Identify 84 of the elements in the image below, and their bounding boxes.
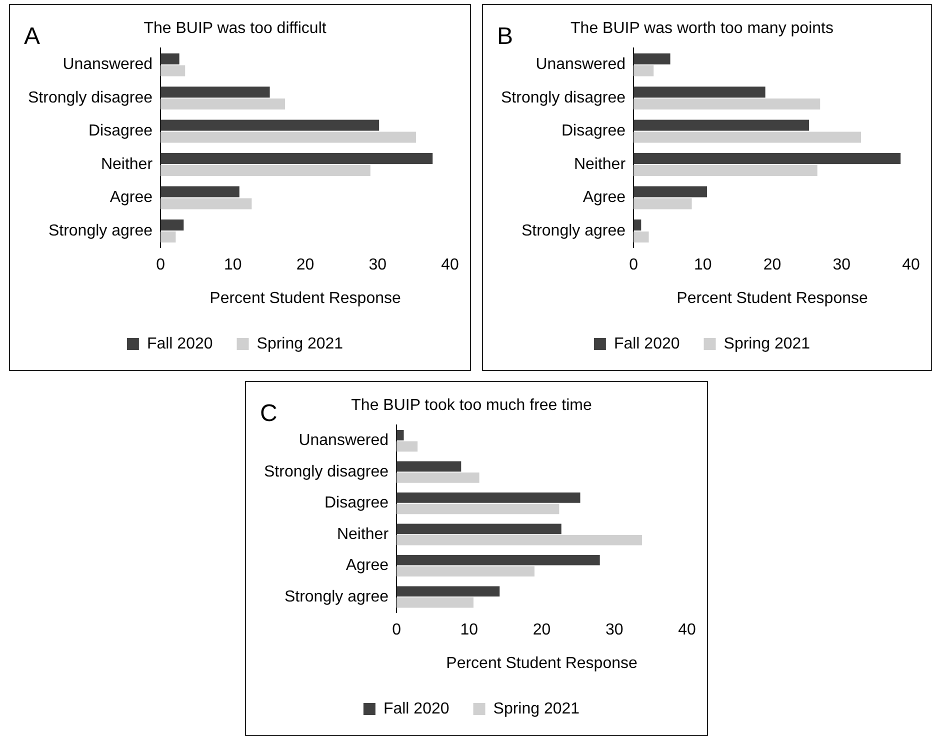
text: A [24, 23, 40, 51]
bar [160, 120, 380, 131]
bar [160, 153, 433, 164]
x-tick-label: 40 [441, 256, 459, 274]
bar [634, 164, 818, 176]
bar [634, 132, 862, 143]
y-tick-label: Disagree [561, 122, 626, 140]
bar [396, 492, 580, 503]
y-tick-label: Strongly agree [521, 222, 626, 240]
bar [160, 86, 270, 98]
y-tick-label: Neither [336, 526, 390, 543]
y-tick-label: Agree [582, 189, 626, 206]
x-tick-label: 10 [224, 256, 242, 274]
bar [160, 198, 252, 210]
bar [634, 186, 708, 198]
bar [634, 53, 670, 64]
x-tick-label: 40 [678, 622, 696, 639]
bar [634, 86, 766, 98]
bar [160, 132, 416, 143]
legend-label: Spring 2021 [724, 335, 810, 352]
bar [160, 220, 184, 231]
x-tick-label: 10 [460, 622, 478, 639]
bar [634, 65, 654, 76]
legend-label: Spring 2021 [493, 700, 580, 718]
y-tick-label: Disagree [324, 494, 389, 512]
legend-label: Spring 2021 [256, 335, 344, 352]
bar [634, 98, 820, 110]
y-tick-label: Agree [110, 189, 153, 206]
bar [396, 504, 560, 514]
bar [634, 220, 642, 231]
x-tick-label: 20 [296, 256, 314, 274]
bar [396, 441, 418, 452]
bar [396, 586, 500, 597]
bar [634, 198, 692, 210]
legend-label: Fall 2020 [614, 335, 680, 352]
y-tick-label: Unanswered [62, 56, 153, 74]
bar [160, 164, 370, 176]
bar [396, 597, 474, 608]
y-tick-label: Strongly disagree [28, 89, 153, 106]
bar [160, 65, 186, 76]
legend-label: Fall 2020 [146, 335, 213, 352]
chart-title: The BUIP took too much free time [351, 397, 592, 414]
x-tick-label: 20 [532, 622, 551, 639]
bar [396, 554, 600, 566]
y-tick-label: Neither [100, 156, 154, 173]
x-axis-title: Percent Student Response [446, 654, 638, 672]
bar [396, 566, 534, 577]
bar [634, 153, 901, 164]
bar [634, 231, 649, 242]
y-tick-label: Unanswered [298, 432, 389, 450]
y-tick-label: Unanswered [536, 56, 626, 74]
y-tick-label: Neither [574, 156, 626, 173]
bar [160, 53, 180, 64]
bar [634, 120, 810, 131]
y-tick-label: Disagree [88, 122, 153, 140]
chart-title: The BUIP was worth too many points [570, 20, 834, 38]
x-axis-title: Percent Student Response [210, 290, 401, 307]
x-tick-label: 0 [392, 622, 402, 639]
text: C [260, 400, 278, 428]
x-tick-label: 0 [629, 256, 638, 274]
y-tick-label: Strongly agree [48, 222, 153, 240]
bar [160, 231, 176, 242]
y-tick-label: Strongly disagree [501, 89, 626, 106]
x-tick-label: 30 [368, 256, 387, 274]
bar [396, 472, 480, 483]
y-tick-label: Strongly disagree [264, 463, 389, 480]
bar [160, 98, 285, 110]
x-tick-label: 30 [605, 622, 624, 639]
legend-label: Fall 2020 [383, 700, 450, 718]
text: B [497, 23, 514, 51]
bar [160, 186, 240, 198]
bar [396, 430, 404, 440]
x-axis-title: Percent Student Response [676, 290, 868, 307]
bar [396, 461, 462, 472]
y-tick-label: Agree [346, 557, 389, 574]
x-tick-label: 40 [902, 256, 920, 274]
x-tick-label: 20 [763, 256, 782, 274]
x-tick-label: 0 [156, 256, 166, 274]
x-tick-label: 30 [832, 256, 851, 274]
x-tick-label: 10 [694, 256, 712, 274]
y-tick-label: Strongly agree [284, 588, 389, 606]
chart-title: The BUIP was too difficult [144, 20, 327, 38]
bar [396, 534, 642, 546]
bar [396, 524, 562, 534]
